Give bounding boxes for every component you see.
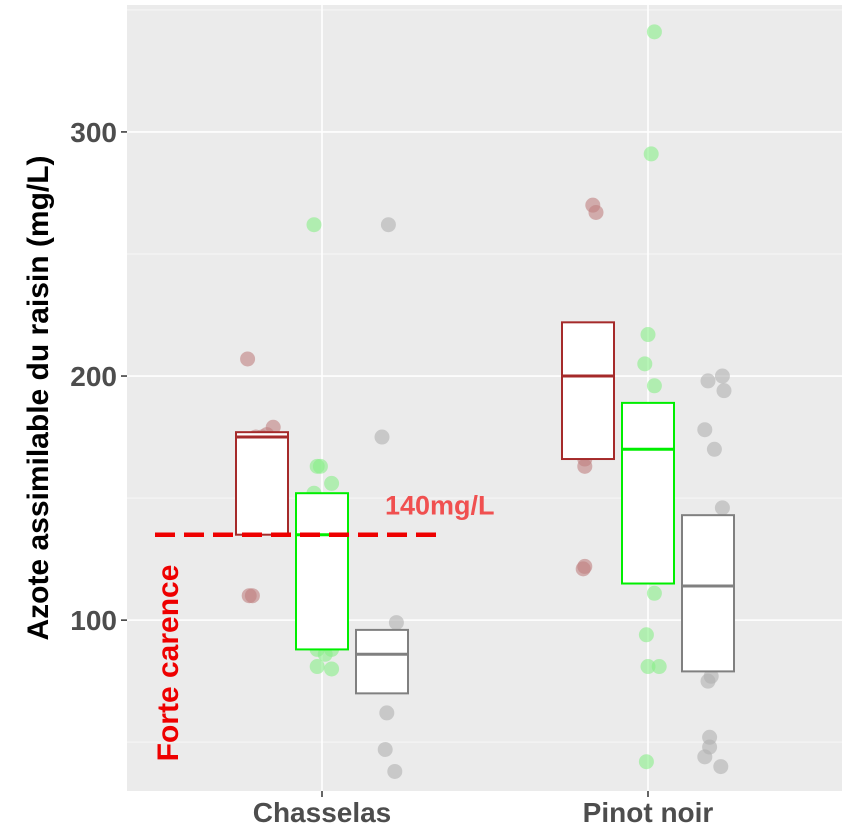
data-point — [380, 217, 396, 233]
data-point — [588, 204, 604, 220]
data-point — [697, 422, 713, 438]
data-point — [643, 146, 659, 162]
data-point — [577, 558, 593, 574]
data-point — [306, 217, 322, 233]
data-point — [637, 356, 653, 372]
data-point — [324, 475, 340, 491]
data-point — [265, 419, 281, 435]
data-point — [640, 659, 656, 675]
data-point — [377, 742, 393, 758]
x-axis: Chasselas Pinot noir — [253, 791, 714, 828]
data-point — [388, 615, 404, 631]
data-point — [240, 351, 256, 367]
x-tick-label: Chasselas — [253, 797, 392, 828]
data-point — [714, 500, 730, 516]
summary-box — [681, 514, 735, 673]
data-point — [374, 429, 390, 445]
plot-panel — [127, 5, 842, 791]
data-point — [703, 668, 719, 684]
data-point — [646, 24, 662, 40]
summary-box — [295, 492, 349, 651]
data-point — [638, 627, 654, 643]
y-axis-label: Azote assimilable du raisin (mg/L) — [22, 155, 55, 640]
data-point — [638, 754, 654, 770]
forte-carence-label: Forte carence — [152, 565, 185, 762]
data-point — [309, 659, 325, 675]
y-axis: 100 200 300 — [70, 117, 127, 636]
data-point — [577, 458, 593, 474]
y-tick-label: 300 — [70, 117, 117, 148]
summary-box — [235, 431, 289, 536]
data-point — [387, 763, 403, 779]
y-tick-label: 200 — [70, 361, 117, 392]
data-point — [241, 588, 257, 604]
data-point — [312, 458, 328, 474]
summary-box — [621, 401, 675, 585]
data-point — [646, 585, 662, 601]
data-point — [714, 368, 730, 384]
data-point — [651, 659, 667, 675]
data-point — [713, 759, 729, 775]
reference-line-label: 140mg/L — [385, 491, 495, 521]
summary-box — [561, 321, 615, 461]
summary-boxes — [235, 321, 735, 695]
summary-box — [355, 628, 409, 695]
data-point — [706, 441, 722, 457]
data-point — [646, 378, 662, 394]
y-tick-label: 100 — [70, 605, 117, 636]
data-point — [324, 661, 340, 677]
data-point — [379, 705, 395, 721]
data-point — [700, 373, 716, 389]
data-point — [716, 383, 732, 399]
x-tick-label: Pinot noir — [583, 797, 714, 828]
data-point — [640, 327, 656, 343]
data-point — [697, 749, 713, 765]
